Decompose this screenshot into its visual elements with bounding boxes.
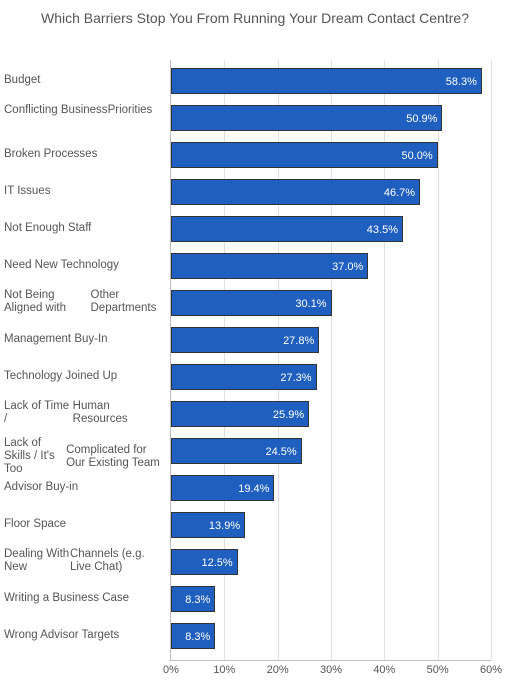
gridline bbox=[491, 60, 492, 660]
x-tick-label: 10% bbox=[204, 664, 244, 676]
category-label: Lack of Time /Human Resources bbox=[4, 400, 164, 426]
category-label: Management Buy-In bbox=[4, 327, 164, 353]
bar: 12.5% bbox=[171, 549, 238, 575]
chart-container: Which Barriers Stop You From Running You… bbox=[0, 0, 510, 700]
category-label: Advisor Buy-in bbox=[4, 475, 164, 501]
bar: 43.5% bbox=[171, 216, 403, 242]
category-label: Budget bbox=[4, 68, 164, 94]
bar-value-label: 50.9% bbox=[406, 106, 437, 132]
bar: 58.3% bbox=[171, 68, 482, 94]
bar: 37.0% bbox=[171, 253, 368, 279]
bar-value-label: 8.3% bbox=[185, 624, 210, 650]
chart-title: Which Barriers Stop You From Running You… bbox=[0, 10, 510, 26]
bar: 19.4% bbox=[171, 475, 274, 501]
bar: 30.1% bbox=[171, 290, 332, 316]
bar: 50.9% bbox=[171, 105, 442, 131]
bar: 24.5% bbox=[171, 438, 302, 464]
category-label: Not Enough Staff bbox=[4, 216, 164, 242]
bar: 13.9% bbox=[171, 512, 245, 538]
bar-value-label: 19.4% bbox=[238, 476, 269, 502]
bar-value-label: 13.9% bbox=[209, 513, 240, 539]
x-tick-label: 30% bbox=[311, 664, 351, 676]
category-label: Not Being Aligned withOther Departments bbox=[4, 289, 164, 315]
bar: 46.7% bbox=[171, 179, 420, 205]
bar-value-label: 37.0% bbox=[332, 254, 363, 280]
bar-value-label: 8.3% bbox=[185, 587, 210, 613]
x-tick-label: 0% bbox=[151, 664, 191, 676]
x-tick-label: 60% bbox=[471, 664, 510, 676]
bar-value-label: 43.5% bbox=[367, 217, 398, 243]
bar-value-label: 46.7% bbox=[384, 180, 415, 206]
bar-value-label: 27.8% bbox=[283, 328, 314, 354]
bar: 50.0% bbox=[171, 142, 438, 168]
bar: 27.8% bbox=[171, 327, 319, 353]
category-label: Writing a Business Case bbox=[4, 586, 164, 612]
bar-value-label: 27.3% bbox=[280, 365, 311, 391]
x-tick-label: 40% bbox=[364, 664, 404, 676]
x-tick-label: 50% bbox=[418, 664, 458, 676]
x-tick-label: 20% bbox=[258, 664, 298, 676]
bar-value-label: 25.9% bbox=[273, 402, 304, 428]
bar-value-label: 58.3% bbox=[446, 69, 477, 95]
category-label: IT Issues bbox=[4, 179, 164, 205]
category-label: Lack of Skills / It's TooComplicated for… bbox=[4, 437, 164, 477]
bar: 25.9% bbox=[171, 401, 309, 427]
category-label: Technology Joined Up bbox=[4, 364, 164, 390]
category-label: Wrong Advisor Targets bbox=[4, 623, 164, 649]
bar: 8.3% bbox=[171, 586, 215, 612]
category-label: Need New Technology bbox=[4, 253, 164, 279]
bar: 8.3% bbox=[171, 623, 215, 649]
bar-value-label: 30.1% bbox=[295, 291, 326, 317]
bar-value-label: 24.5% bbox=[265, 439, 296, 465]
bar-value-label: 50.0% bbox=[401, 143, 432, 169]
category-label: Broken Processes bbox=[4, 142, 164, 168]
category-label: Dealing With NewChannels (e.g. Live Chat… bbox=[4, 548, 164, 574]
plot-area: 0%10%20%30%40%50%60%58.3%50.9%50.0%46.7%… bbox=[170, 60, 491, 661]
bar: 27.3% bbox=[171, 364, 317, 390]
gridline bbox=[438, 60, 439, 660]
category-label: Conflicting BusinessPriorities bbox=[4, 104, 164, 117]
bar-value-label: 12.5% bbox=[201, 550, 232, 576]
category-label: Floor Space bbox=[4, 512, 164, 538]
